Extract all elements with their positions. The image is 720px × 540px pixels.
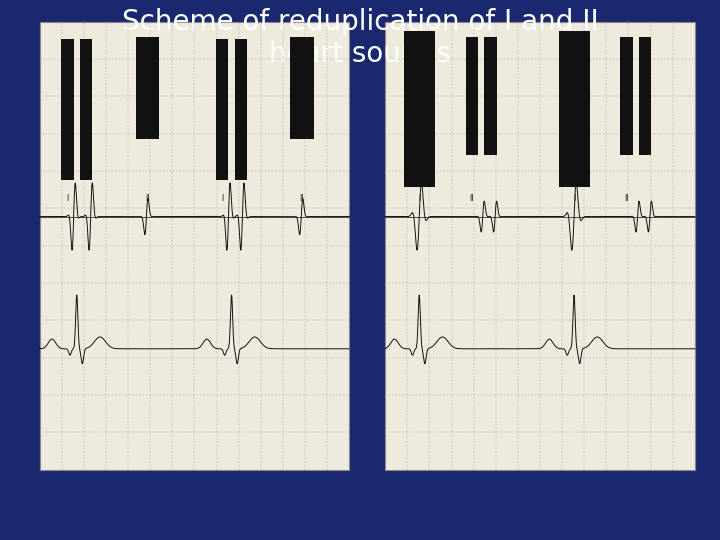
- FancyBboxPatch shape: [385, 22, 695, 470]
- Bar: [61, 39, 73, 180]
- Text: I: I: [418, 194, 420, 203]
- Bar: [404, 31, 435, 187]
- Text: II: II: [145, 194, 150, 203]
- Bar: [135, 37, 159, 139]
- Bar: [466, 37, 478, 155]
- Text: II: II: [300, 194, 305, 203]
- Bar: [80, 39, 92, 180]
- Bar: [235, 39, 247, 180]
- Bar: [621, 37, 633, 155]
- Text: I: I: [573, 194, 575, 203]
- Bar: [559, 31, 590, 187]
- Text: Scheme of reduplication of I and II
heart sounds: Scheme of reduplication of I and II hear…: [122, 8, 598, 68]
- Bar: [290, 37, 314, 139]
- FancyBboxPatch shape: [40, 22, 349, 470]
- Text: I: I: [221, 194, 223, 203]
- Text: II: II: [469, 194, 474, 203]
- Bar: [485, 37, 497, 155]
- Text: I: I: [66, 194, 68, 203]
- Bar: [216, 39, 228, 180]
- Text: II: II: [624, 194, 629, 203]
- Bar: [639, 37, 652, 155]
